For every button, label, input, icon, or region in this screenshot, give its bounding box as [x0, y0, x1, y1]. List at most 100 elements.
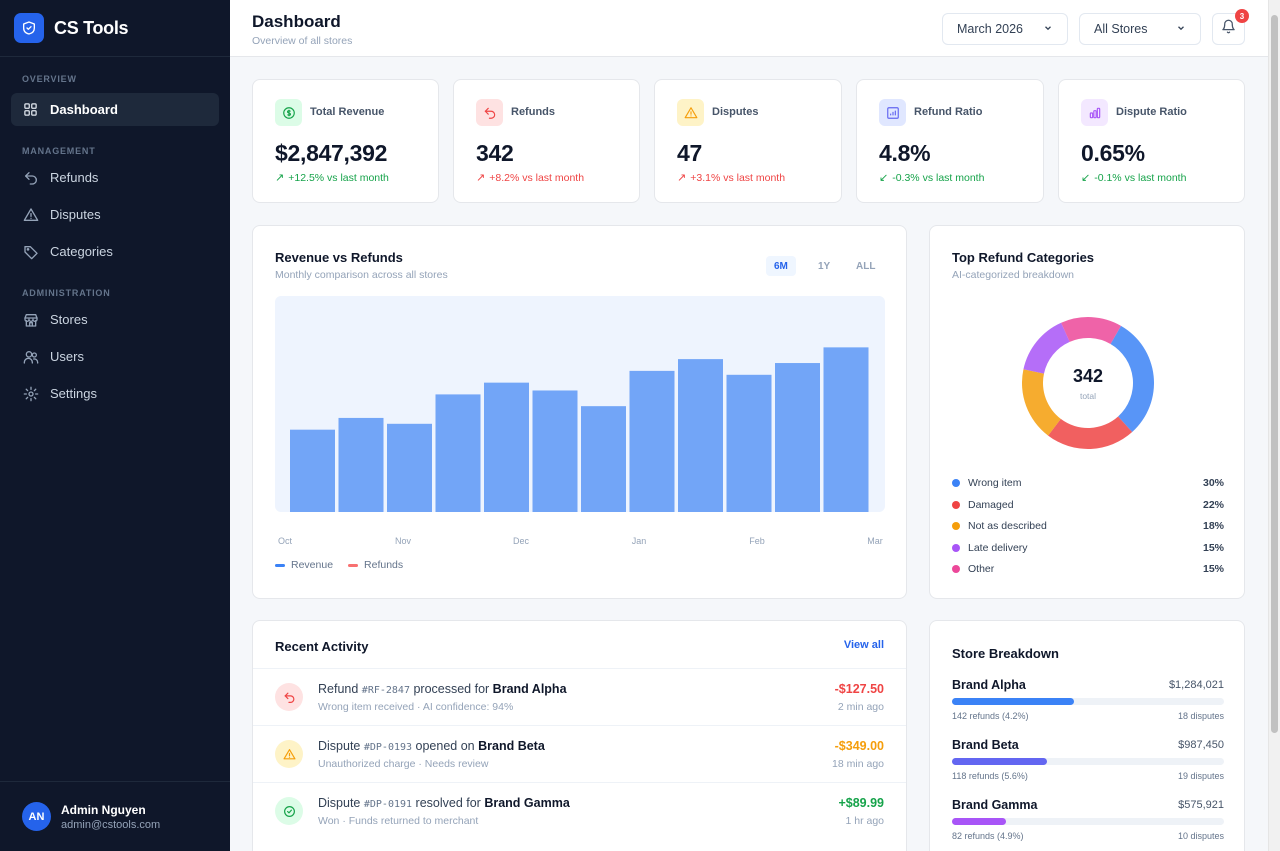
- store-row[interactable]: Brand Alpha $1,284,021 142 refunds (4.2%) 1…: [952, 678, 1224, 728]
- category-percent: 18%: [1202, 520, 1224, 532]
- kpi-value: 47: [677, 140, 702, 166]
- recent-activity-card: Recent Activity View all Refund #RF-2847…: [252, 620, 907, 851]
- activity-row[interactable]: Dispute #DP-0191 resolved for Brand Gamm…: [253, 782, 906, 839]
- activity-time: 18 min ago: [832, 758, 884, 770]
- category-legend-item[interactable]: Damaged 22%: [952, 498, 1224, 512]
- sidebar-item-disputes[interactable]: Disputes: [11, 198, 219, 231]
- kpi-delta: ↙ -0.1% vs last month: [1081, 171, 1187, 185]
- brand[interactable]: CS Tools: [0, 0, 230, 57]
- kpi-label: Disputes: [712, 106, 759, 118]
- user-profile[interactable]: AN Admin Nguyen admin@cstools.com: [0, 781, 230, 851]
- bell-icon: [1221, 19, 1236, 39]
- kpi-label: Refunds: [511, 106, 555, 118]
- arrow-down-left-icon: ↙: [1081, 172, 1091, 184]
- category-name: Wrong item: [968, 477, 1022, 489]
- donut-slice: [1022, 369, 1061, 436]
- store-revenue: $1,284,021: [1168, 679, 1224, 691]
- undo-icon: [22, 169, 39, 186]
- revenue-bar-chart: Oct Nov Dec Jan Feb Mar: [275, 296, 885, 546]
- activity-row[interactable]: Dispute #DP-0193 opened on Brand Beta Un…: [253, 725, 906, 782]
- sidebar: CS Tools OVERVIEW Dashboard MANAGEMENT R…: [0, 0, 230, 851]
- store-row[interactable]: Brand Gamma $575,921 82 refunds (4.9%) 10 d…: [952, 798, 1224, 848]
- store-revenue: $987,450: [1178, 739, 1224, 751]
- header: Dashboard Overview of all stores March 2…: [230, 0, 1268, 57]
- legend-dot: [952, 500, 960, 509]
- sidebar-item-settings[interactable]: Settings: [11, 377, 219, 410]
- card-title: Store Breakdown: [952, 646, 1059, 661]
- range-all-button[interactable]: ALL: [856, 260, 876, 272]
- revenue-bar: [581, 406, 626, 512]
- card-subtitle: Monthly comparison across all stores: [275, 269, 448, 281]
- store-progress-track: [952, 758, 1224, 765]
- range-1y-button[interactable]: 1Y: [818, 260, 831, 272]
- undo-icon: [476, 99, 503, 126]
- x-tick-label: Feb: [749, 536, 765, 546]
- notifications-button[interactable]: 3: [1212, 9, 1249, 45]
- arrow-up-right-icon: ↗: [677, 172, 687, 184]
- activity-amount: -$127.50: [834, 682, 884, 696]
- revenue-bar: [338, 417, 384, 512]
- donut-total-value: 342: [1072, 366, 1104, 386]
- warning-icon: [22, 206, 39, 223]
- store-icon: [22, 311, 39, 328]
- legend-revenue[interactable]: Revenue: [275, 559, 333, 571]
- sidebar-item-categories[interactable]: Categories: [11, 235, 219, 268]
- category-name: Late delivery: [968, 541, 1028, 554]
- page-subtitle: Overview of all stores: [252, 35, 353, 47]
- category-name: Other: [968, 563, 995, 575]
- revenue-bar: [823, 347, 869, 512]
- sidebar-item-label: Refunds: [50, 170, 99, 185]
- category-legend-item[interactable]: Not as described 18%: [952, 519, 1224, 533]
- x-tick-label: Nov: [395, 536, 412, 546]
- donut-slice: [1048, 416, 1133, 449]
- revenue-bar: [387, 423, 432, 512]
- category-name: Not as described: [968, 520, 1047, 532]
- activity-amount: -$349.00: [834, 739, 884, 753]
- store-select-value: All Stores: [1094, 22, 1148, 36]
- activity-detail: Won · Funds returned to merchant: [318, 815, 479, 827]
- category-percent: 22%: [1202, 498, 1224, 511]
- legend-dot: [952, 543, 960, 552]
- store-progress-track: [952, 698, 1224, 705]
- arrow-down-left-icon: ↙: [879, 172, 889, 184]
- section-management: MANAGEMENT: [22, 146, 96, 156]
- store-progress-fill: [952, 698, 1075, 705]
- gear-icon: [22, 385, 39, 402]
- activity-time: 1 hr ago: [845, 815, 884, 827]
- store-disputes: 18 disputes: [1177, 711, 1224, 721]
- chart-legend: Revenue Refunds: [275, 559, 418, 571]
- kpi-value: 4.8%: [879, 140, 931, 166]
- legend-refunds[interactable]: Refunds: [348, 559, 403, 571]
- view-all-link[interactable]: View all: [843, 639, 884, 651]
- donut-slice: [1110, 325, 1154, 433]
- activity-title: Refund #RF-2847 processed for Brand Alph…: [318, 682, 567, 696]
- activity-row[interactable]: Refund #RF-2847 processed for Brand Alph…: [253, 668, 906, 725]
- notification-badge: 3: [1235, 9, 1249, 23]
- revenue-chart-card: Revenue vs Refunds Monthly comparison ac…: [252, 225, 907, 599]
- warning-icon: [275, 740, 303, 768]
- sidebar-item-refunds[interactable]: Refunds: [11, 161, 219, 194]
- sidebar-item-dashboard[interactable]: Dashboard: [11, 93, 219, 126]
- store-select[interactable]: All Stores: [1079, 13, 1201, 45]
- kpi-delta: ↙ -0.3% vs last month: [879, 171, 985, 185]
- page-scrollbar[interactable]: [1268, 0, 1280, 851]
- store-name: Brand Gamma: [952, 798, 1038, 812]
- category-name: Damaged: [968, 498, 1014, 511]
- category-legend-item[interactable]: Wrong item 30%: [952, 476, 1224, 490]
- category-legend-item[interactable]: Other 15%: [952, 562, 1224, 576]
- activity-detail: Wrong item received · AI confidence: 94%: [318, 701, 514, 713]
- sidebar-item-stores[interactable]: Stores: [11, 303, 219, 336]
- store-name: Brand Alpha: [952, 678, 1026, 692]
- store-progress-track: [952, 818, 1224, 825]
- card-title: Recent Activity: [275, 639, 369, 654]
- activity-title: Dispute #DP-0191 resolved for Brand Gamm…: [318, 796, 570, 810]
- store-row[interactable]: Brand Beta $987,450 118 refunds (5.6%) 19 d…: [952, 738, 1224, 788]
- legend-dot: [952, 565, 960, 573]
- category-legend-item[interactable]: Late delivery 15%: [952, 541, 1224, 555]
- month-select-value: March 2026: [957, 22, 1024, 36]
- range-6m-button[interactable]: 6M: [766, 256, 796, 276]
- month-select[interactable]: March 2026: [942, 13, 1068, 45]
- scrollbar-thumb[interactable]: [1271, 15, 1278, 733]
- avatar: AN: [22, 802, 51, 831]
- sidebar-item-users[interactable]: Users: [11, 340, 219, 373]
